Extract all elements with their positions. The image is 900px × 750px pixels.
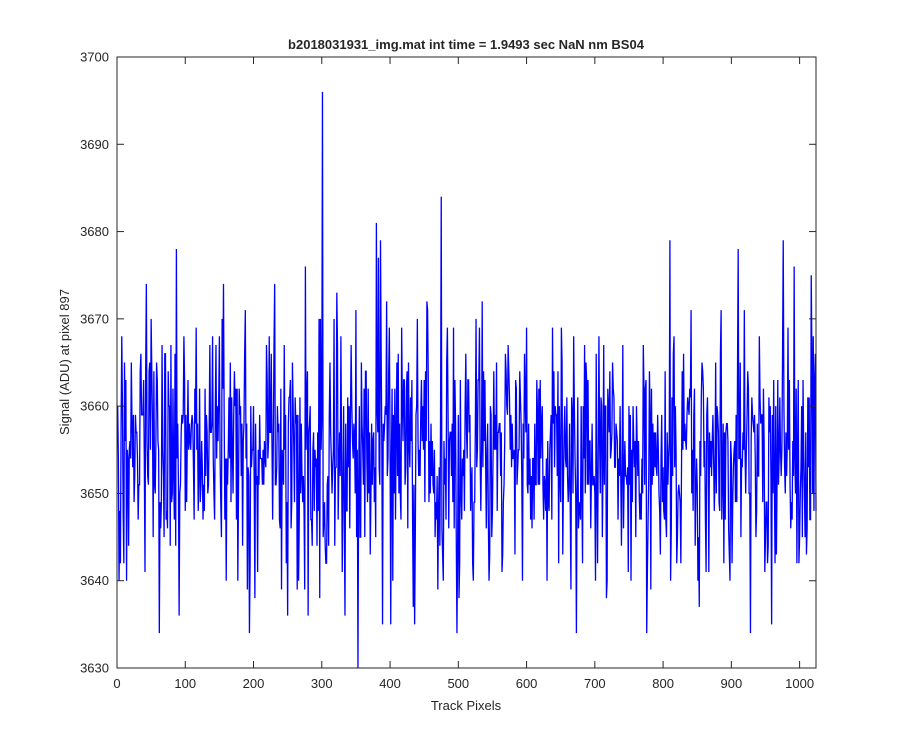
x-tick-label: 500 <box>447 676 469 691</box>
series-line <box>117 91 817 669</box>
x-tick-label: 100 <box>174 676 196 691</box>
x-tick-label: 900 <box>721 676 743 691</box>
y-tick-label: 3650 <box>80 486 109 501</box>
y-axis-label: Signal (ADU) at pixel 897 <box>57 289 72 435</box>
tick-labels: 0 100 200 300 400 500 600 700 800 900 1000 3630 3640… <box>80 50 814 692</box>
y-tick-label: 3640 <box>80 573 109 588</box>
x-tick-label: 0 <box>113 676 120 691</box>
x-tick-label: 300 <box>311 676 333 691</box>
x-tick-label: 1000 <box>785 676 814 691</box>
x-tick-label: 700 <box>584 676 606 691</box>
x-axis-label: Track Pixels <box>431 698 502 713</box>
x-tick-label: 400 <box>379 676 401 691</box>
y-tick-label: 3680 <box>80 224 109 239</box>
x-tick-label: 200 <box>243 676 265 691</box>
y-tick-label: 3660 <box>80 399 109 414</box>
plot-frame <box>116 56 817 669</box>
x-tick-label: 600 <box>516 676 538 691</box>
x-tick-label: 800 <box>652 676 674 691</box>
chart-title: b2018031931_img.mat int time = 1.9493 se… <box>288 37 645 52</box>
y-tick-label: 3700 <box>80 50 109 65</box>
y-tick-label: 3630 <box>80 661 109 676</box>
y-tick-label: 3690 <box>80 137 109 152</box>
y-tick-label: 3670 <box>80 311 109 326</box>
